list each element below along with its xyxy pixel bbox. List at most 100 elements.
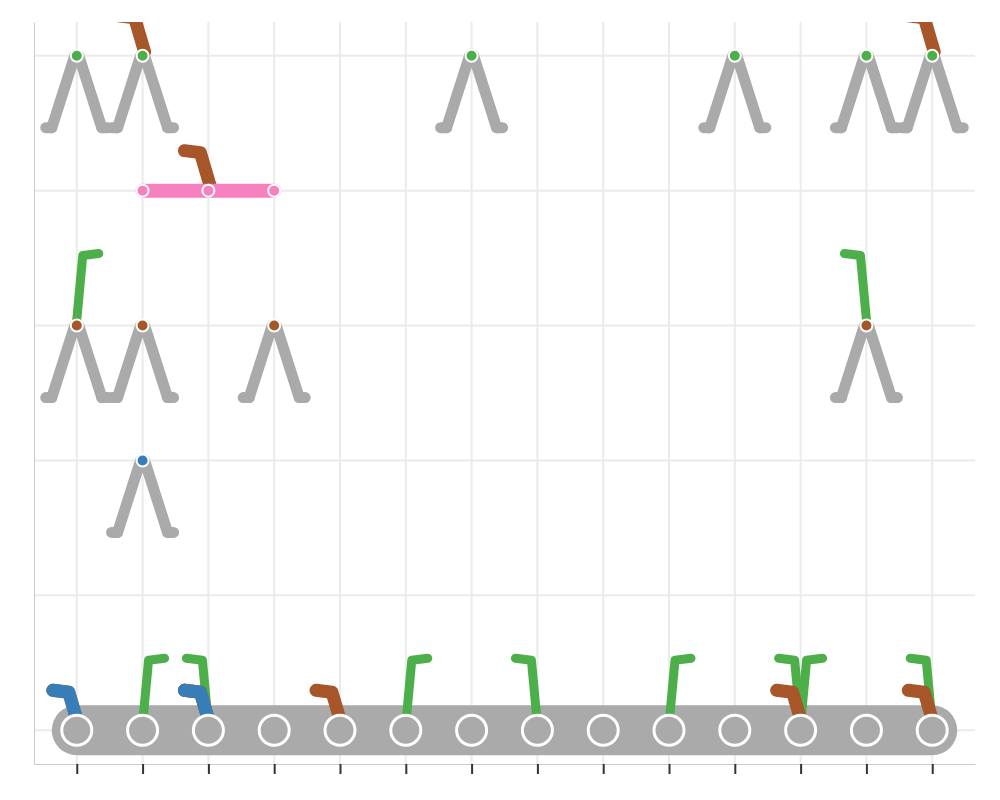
node: [62, 715, 92, 745]
grid-line: [34, 55, 975, 57]
leaf: [908, 22, 934, 52]
point: [860, 320, 872, 332]
grid-line: [800, 22, 802, 764]
point: [71, 320, 83, 332]
glyph-layer: [46, 22, 963, 726]
point: [926, 50, 938, 62]
point: [202, 185, 214, 197]
stand-foot: [46, 122, 108, 133]
stand: [447, 56, 497, 128]
stand-foot: [46, 392, 108, 403]
node: [654, 715, 684, 745]
grid-line: [865, 22, 867, 764]
point: [268, 320, 280, 332]
point: [137, 454, 149, 466]
tick: [801, 764, 802, 774]
grid-line: [668, 22, 670, 764]
tick-mark: [76, 764, 78, 774]
plot-area: [46, 22, 963, 745]
node: [522, 715, 552, 745]
axis-line: [35, 764, 976, 765]
stand: [118, 56, 168, 128]
stand: [249, 326, 299, 398]
x-axis: [35, 764, 976, 774]
stand: [841, 56, 891, 128]
stand: [841, 326, 891, 398]
grid-line: [536, 22, 538, 764]
stand-foot: [112, 392, 174, 403]
tick-mark: [274, 764, 276, 774]
node: [193, 715, 223, 745]
tick: [472, 764, 473, 774]
tick-mark: [142, 764, 144, 774]
chart: [0, 0, 1000, 800]
tick-mark: [603, 764, 605, 774]
tick-mark: [669, 764, 671, 774]
tick-mark: [405, 764, 407, 774]
stand: [118, 326, 168, 398]
tick-mark: [932, 764, 934, 774]
node: [588, 715, 618, 745]
grid-line: [142, 22, 144, 764]
grid-line: [405, 22, 407, 764]
grid-line: [339, 22, 341, 764]
node: [391, 715, 421, 745]
stand-foot: [112, 122, 174, 133]
grid: [34, 22, 975, 764]
tick: [669, 764, 670, 774]
tick-mark: [471, 764, 473, 774]
stand-foot: [243, 392, 305, 403]
grid-line: [34, 459, 975, 461]
tick: [340, 764, 341, 774]
grid-line: [734, 22, 736, 764]
grid-line: [273, 22, 275, 764]
point: [137, 185, 149, 197]
y-axis: [34, 23, 36, 765]
tick: [77, 764, 78, 774]
point: [860, 50, 872, 62]
tick-mark: [537, 764, 539, 774]
tick: [735, 764, 736, 774]
tick: [143, 764, 144, 774]
node: [259, 715, 289, 745]
point: [466, 50, 478, 62]
node: [325, 715, 355, 745]
tick: [866, 764, 867, 774]
point: [137, 320, 149, 332]
stand: [710, 56, 760, 128]
grid-line: [76, 22, 78, 764]
node: [786, 715, 816, 745]
tick: [932, 764, 933, 774]
stand: [907, 56, 957, 128]
grid-line: [34, 325, 975, 327]
tick-mark: [866, 764, 868, 774]
tick: [537, 764, 538, 774]
stand-foot: [112, 527, 174, 538]
stand: [52, 326, 102, 398]
leaf: [119, 22, 145, 52]
grid-line: [471, 22, 473, 764]
grid-line: [602, 22, 604, 764]
point-layer: [62, 50, 947, 746]
tick: [603, 764, 604, 774]
tick-mark: [800, 764, 802, 774]
node: [128, 715, 158, 745]
grid-line: [34, 190, 975, 192]
grid-line: [207, 22, 209, 764]
point: [268, 185, 280, 197]
tick-mark: [734, 764, 736, 774]
node: [917, 715, 947, 745]
tick: [274, 764, 275, 774]
leaf: [184, 151, 210, 187]
grid-line: [34, 594, 975, 596]
node: [851, 715, 881, 745]
tick-mark: [208, 764, 210, 774]
point: [729, 50, 741, 62]
tick-mark: [339, 764, 341, 774]
axis-line: [34, 23, 35, 765]
tick: [406, 764, 407, 774]
stand-foot: [441, 122, 503, 133]
stand: [52, 56, 102, 128]
sprout: [844, 254, 866, 320]
stand-foot: [835, 392, 897, 403]
